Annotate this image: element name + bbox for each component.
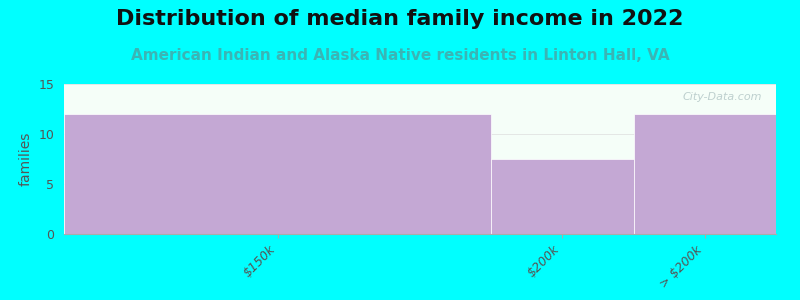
Y-axis label: families: families (19, 132, 33, 186)
Bar (64, 114, 491, 234)
Text: Distribution of median family income in 2022: Distribution of median family income in … (116, 9, 684, 29)
Bar (634, 114, 776, 234)
Bar (491, 159, 634, 234)
Text: American Indian and Alaska Native residents in Linton Hall, VA: American Indian and Alaska Native reside… (130, 48, 670, 63)
Text: City-Data.com: City-Data.com (682, 92, 762, 101)
